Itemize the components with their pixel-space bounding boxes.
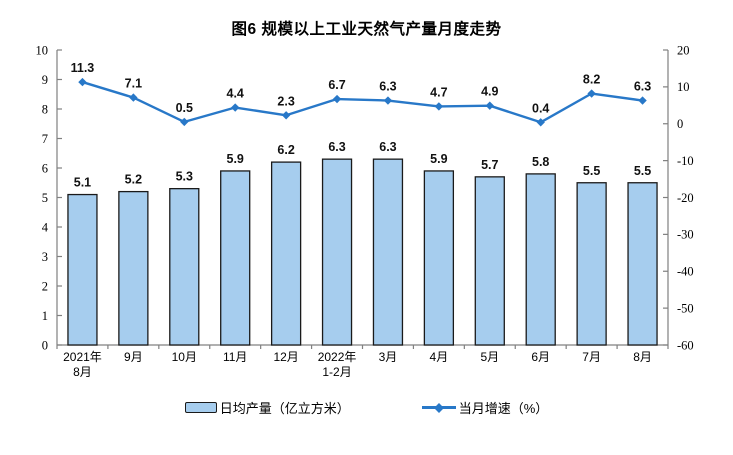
category-label: 6月 [531,350,550,364]
category-label: 8月 [633,350,652,364]
line-value-label: 6.3 [379,80,396,94]
bar-daily-output [576,182,607,346]
bar-value-label: 5.8 [532,155,549,169]
legend-growth-rate-label: 当月增速（%） [458,401,549,416]
bar-daily-output [67,193,98,346]
line-value-label: 6.3 [634,80,651,94]
legend-item-growth-rate: 当月增速（%） [421,398,549,417]
line-marker-diamond [536,118,545,127]
left-axis-tick-label: 6 [42,161,48,175]
bar-daily-output [627,182,658,346]
bar-value-label: 5.2 [125,173,142,187]
line-marker-diamond [180,117,189,127]
line-marker-diamond [383,96,393,105]
bar-daily-output [423,170,455,346]
right-axis-tick-label: 20 [677,43,690,57]
category-label: 2021年 [63,350,102,364]
bar-value-label: 5.7 [481,158,498,172]
category-label: 9月 [124,350,143,364]
bar-daily-output [220,170,251,346]
line-marker-diamond [485,101,494,110]
left-axis-tick-label: 0 [42,338,48,352]
line-value-label: 4.9 [481,85,498,99]
line-marker-diamond [78,77,87,87]
bar-value-label: 5.9 [430,152,447,166]
line-marker-diamond [281,111,291,120]
line-marker-diamond [638,96,647,105]
bar-value-label: 5.3 [176,170,193,184]
growth-rate-line [82,80,643,124]
right-axis-tick-label: 10 [677,80,690,94]
line-series-swatch [421,402,456,413]
category-label: 4月 [430,350,449,364]
category-label: 12月 [273,350,298,364]
bar-value-label: 6.2 [277,143,294,157]
category-label: 2022年 [318,350,357,364]
bar-value-label: 6.3 [379,140,396,154]
category-label: 10月 [172,350,197,364]
bar-value-label: 6.3 [328,140,345,154]
left-axis-tick-label: 7 [42,132,48,146]
right-axis-tick-label: -30 [677,228,694,242]
left-axis-tick-label: 10 [36,43,49,57]
category-label: 1-2月 [322,365,351,379]
bar-daily-output [118,190,149,346]
bar-value-label: 5.5 [634,164,651,178]
line-value-label: 11.3 [71,61,95,75]
legend-item-daily-output: 日均产量（亿立方米） [184,398,350,417]
right-axis-tick-label: -40 [677,265,694,279]
line-value-label: 0.4 [532,101,549,115]
right-axis-tick-label: -20 [677,191,694,205]
chart-title: 图6 规模以上工业天然气产量月度走势 [231,21,502,38]
line-value-label: 8.2 [583,73,600,87]
left-axis-tick-label: 3 [42,250,48,264]
bar-value-label: 5.9 [227,152,244,166]
line-marker-diamond [587,89,596,98]
left-axis-tick-label: 9 [42,73,48,87]
left-axis-tick-label: 5 [42,191,48,205]
bar-value-label: 5.1 [74,176,91,190]
line-value-label: 6.7 [328,78,345,92]
category-label: 7月 [582,350,601,364]
bar-daily-output [169,187,200,346]
line-value-label: 4.4 [227,87,244,101]
bar-series-swatch [184,402,217,413]
left-axis-tick-label: 4 [42,220,49,234]
bar-value-label: 5.5 [583,164,600,178]
right-axis-tick-label: 0 [677,117,683,131]
category-label: 8月 [73,365,92,379]
bar-daily-output [474,176,505,346]
line-value-label: 0.5 [176,101,193,115]
category-label: 3月 [379,350,398,364]
right-axis-tick-label: -60 [677,338,694,352]
line-marker-diamond [332,94,342,104]
right-axis-tick-label: -10 [677,154,694,168]
legend-daily-output-label: 日均产量（亿立方米） [219,401,350,416]
left-axis-tick-label: 2 [42,279,48,293]
bar-daily-output [270,161,302,346]
bar-daily-output [525,173,556,346]
chart-plot-area: 10987654321020100-10-20-30-40-50-602021年… [36,43,694,379]
category-label: 5月 [480,350,499,364]
category-label: 11月 [223,350,247,364]
legend: 日均产量（亿立方米） 当月增速（%） [0,398,733,417]
bar-daily-output [372,158,404,346]
right-axis-tick-label: -50 [677,301,694,315]
left-axis-tick-label: 8 [42,102,48,116]
line-value-label: 7.1 [125,77,142,91]
line-marker-diamond [231,103,240,112]
line-marker-diamond [434,102,444,111]
line-value-label: 4.7 [430,85,447,99]
line-marker-diamond [129,93,138,102]
bar-daily-output [321,158,353,346]
left-axis-tick-label: 1 [42,309,48,323]
diamond-marker-icon [433,402,444,413]
line-value-label: 2.3 [277,94,294,108]
